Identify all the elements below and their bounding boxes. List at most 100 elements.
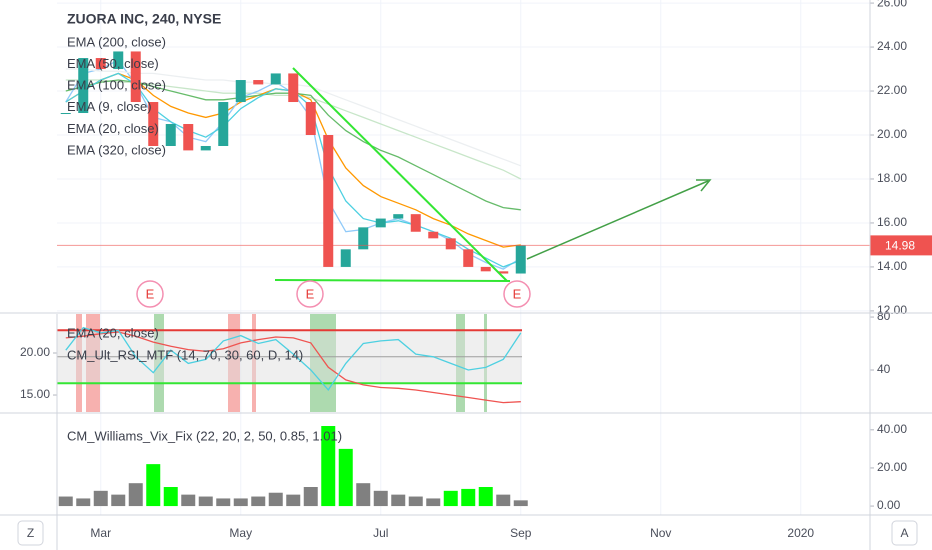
y-tick-label: 14.00 bbox=[877, 259, 907, 273]
histogram-bar bbox=[426, 498, 441, 507]
earnings-circle[interactable] bbox=[296, 280, 324, 308]
histogram-bar bbox=[146, 464, 161, 507]
y-tick-label: 40.00 bbox=[877, 422, 907, 436]
y-tick-label: 20.00 bbox=[20, 345, 50, 359]
histogram-bar bbox=[373, 490, 388, 507]
candle bbox=[78, 58, 89, 114]
candle bbox=[410, 214, 421, 232]
candle bbox=[130, 51, 141, 103]
earnings-label: E bbox=[146, 286, 155, 301]
trend-line bbox=[292, 67, 508, 282]
indicator-line bbox=[65, 331, 521, 404]
candle bbox=[165, 124, 176, 146]
y-tick-label: 20.00 bbox=[877, 460, 907, 474]
histogram-bar bbox=[338, 448, 353, 507]
plot-layer: Mar May Jul Sep Nov 2020 26.00 24.00 22.00 20.00 1… bbox=[20, 0, 932, 540]
candle bbox=[270, 73, 281, 85]
candle bbox=[375, 218, 386, 228]
x-tick-label: Mar bbox=[90, 526, 111, 540]
candle bbox=[183, 124, 194, 151]
price-label-bg bbox=[870, 235, 932, 256]
y-tick-label: 26.00 bbox=[877, 0, 907, 9]
histogram-bar bbox=[128, 483, 143, 507]
candle bbox=[445, 238, 456, 250]
candle bbox=[218, 102, 229, 146]
earnings-circle[interactable] bbox=[136, 280, 164, 308]
histogram-bar bbox=[163, 487, 178, 507]
legend-entry: EMA (320, close) bbox=[67, 142, 166, 157]
y-tick-label: 22.00 bbox=[877, 83, 907, 97]
price-label: 14.98 bbox=[885, 239, 915, 253]
y-tick-label: 80 bbox=[877, 309, 891, 323]
candle bbox=[358, 227, 369, 250]
legend-entry: CM_Ult_RSI_MTF (14, 70, 30, 60, D, 14) bbox=[67, 347, 303, 362]
histogram-bar bbox=[216, 498, 231, 507]
y-tick-label: 40 bbox=[877, 362, 891, 376]
histogram-bar bbox=[513, 500, 528, 507]
candle bbox=[340, 249, 351, 267]
y-tick-label: 24.00 bbox=[877, 39, 907, 53]
candle bbox=[148, 102, 159, 146]
candle bbox=[113, 51, 124, 70]
histogram-bar bbox=[268, 492, 283, 507]
y-tick-label: 0.00 bbox=[877, 498, 901, 512]
legend-entry: EMA (50, close) bbox=[67, 56, 159, 71]
earnings-label: E bbox=[513, 286, 522, 301]
legend-entry: EMA (200, close) bbox=[67, 34, 166, 49]
histogram-bar bbox=[443, 490, 458, 507]
auto-scale-button[interactable] bbox=[891, 520, 918, 546]
candle bbox=[463, 249, 474, 267]
arrow-head bbox=[696, 179, 712, 192]
earnings-markers: E E E bbox=[136, 280, 531, 308]
auto-scale-label: A bbox=[900, 526, 908, 540]
chart-title: ZUORA INC, 240, NYSE bbox=[67, 11, 221, 27]
histogram-bar bbox=[198, 496, 213, 507]
candle bbox=[200, 145, 211, 151]
histogram-bar bbox=[58, 496, 73, 507]
y-tick-label: 12.00 bbox=[877, 303, 907, 317]
candle bbox=[95, 58, 106, 70]
candle bbox=[235, 80, 246, 103]
histogram-bar bbox=[321, 426, 336, 507]
legend-entry: EMA (20, close) bbox=[67, 121, 159, 136]
candle bbox=[323, 135, 334, 267]
candle bbox=[288, 73, 299, 103]
x-tick-label: Jul bbox=[373, 526, 388, 540]
legend-entry: EMA (100, close) bbox=[67, 78, 166, 93]
histogram-bar bbox=[233, 498, 248, 507]
candle bbox=[515, 245, 526, 274]
histogram-bar bbox=[76, 498, 91, 507]
histogram-bar bbox=[496, 494, 511, 507]
indicator-line bbox=[65, 326, 522, 391]
histogram-bar bbox=[286, 494, 301, 507]
projection-arrow bbox=[526, 180, 709, 260]
histogram-bar bbox=[478, 487, 493, 507]
candle bbox=[428, 231, 439, 239]
histogram-bar bbox=[303, 487, 318, 507]
histogram-bar bbox=[356, 483, 371, 507]
support-line bbox=[274, 279, 511, 282]
histogram-bar bbox=[408, 496, 423, 507]
candle bbox=[253, 80, 264, 85]
candle bbox=[305, 102, 316, 136]
x-tick-label: 2020 bbox=[787, 526, 814, 540]
x-tick-label: May bbox=[229, 526, 252, 540]
histogram-bar bbox=[461, 488, 476, 507]
candle bbox=[498, 271, 509, 274]
x-tick-label: Nov bbox=[650, 526, 671, 540]
histogram-bar bbox=[111, 494, 126, 507]
x-tick-label: Sep bbox=[510, 526, 532, 540]
timezone-button[interactable] bbox=[17, 520, 44, 546]
legend-entry: EMA (9, close) bbox=[67, 99, 152, 114]
legend-entry: CM_Williams_Vix_Fix (22, 20, 2, 50, 0.85… bbox=[67, 428, 342, 443]
y-tick-label: 18.00 bbox=[877, 171, 907, 185]
y-tick-label: 20.00 bbox=[877, 127, 907, 141]
y-tick-label: 15.00 bbox=[20, 387, 50, 401]
candle bbox=[480, 266, 491, 272]
candle bbox=[60, 113, 71, 115]
earnings-circle[interactable] bbox=[503, 280, 531, 308]
histogram-bar bbox=[391, 494, 406, 507]
legend-entry: EMA (20, close) bbox=[67, 325, 159, 340]
